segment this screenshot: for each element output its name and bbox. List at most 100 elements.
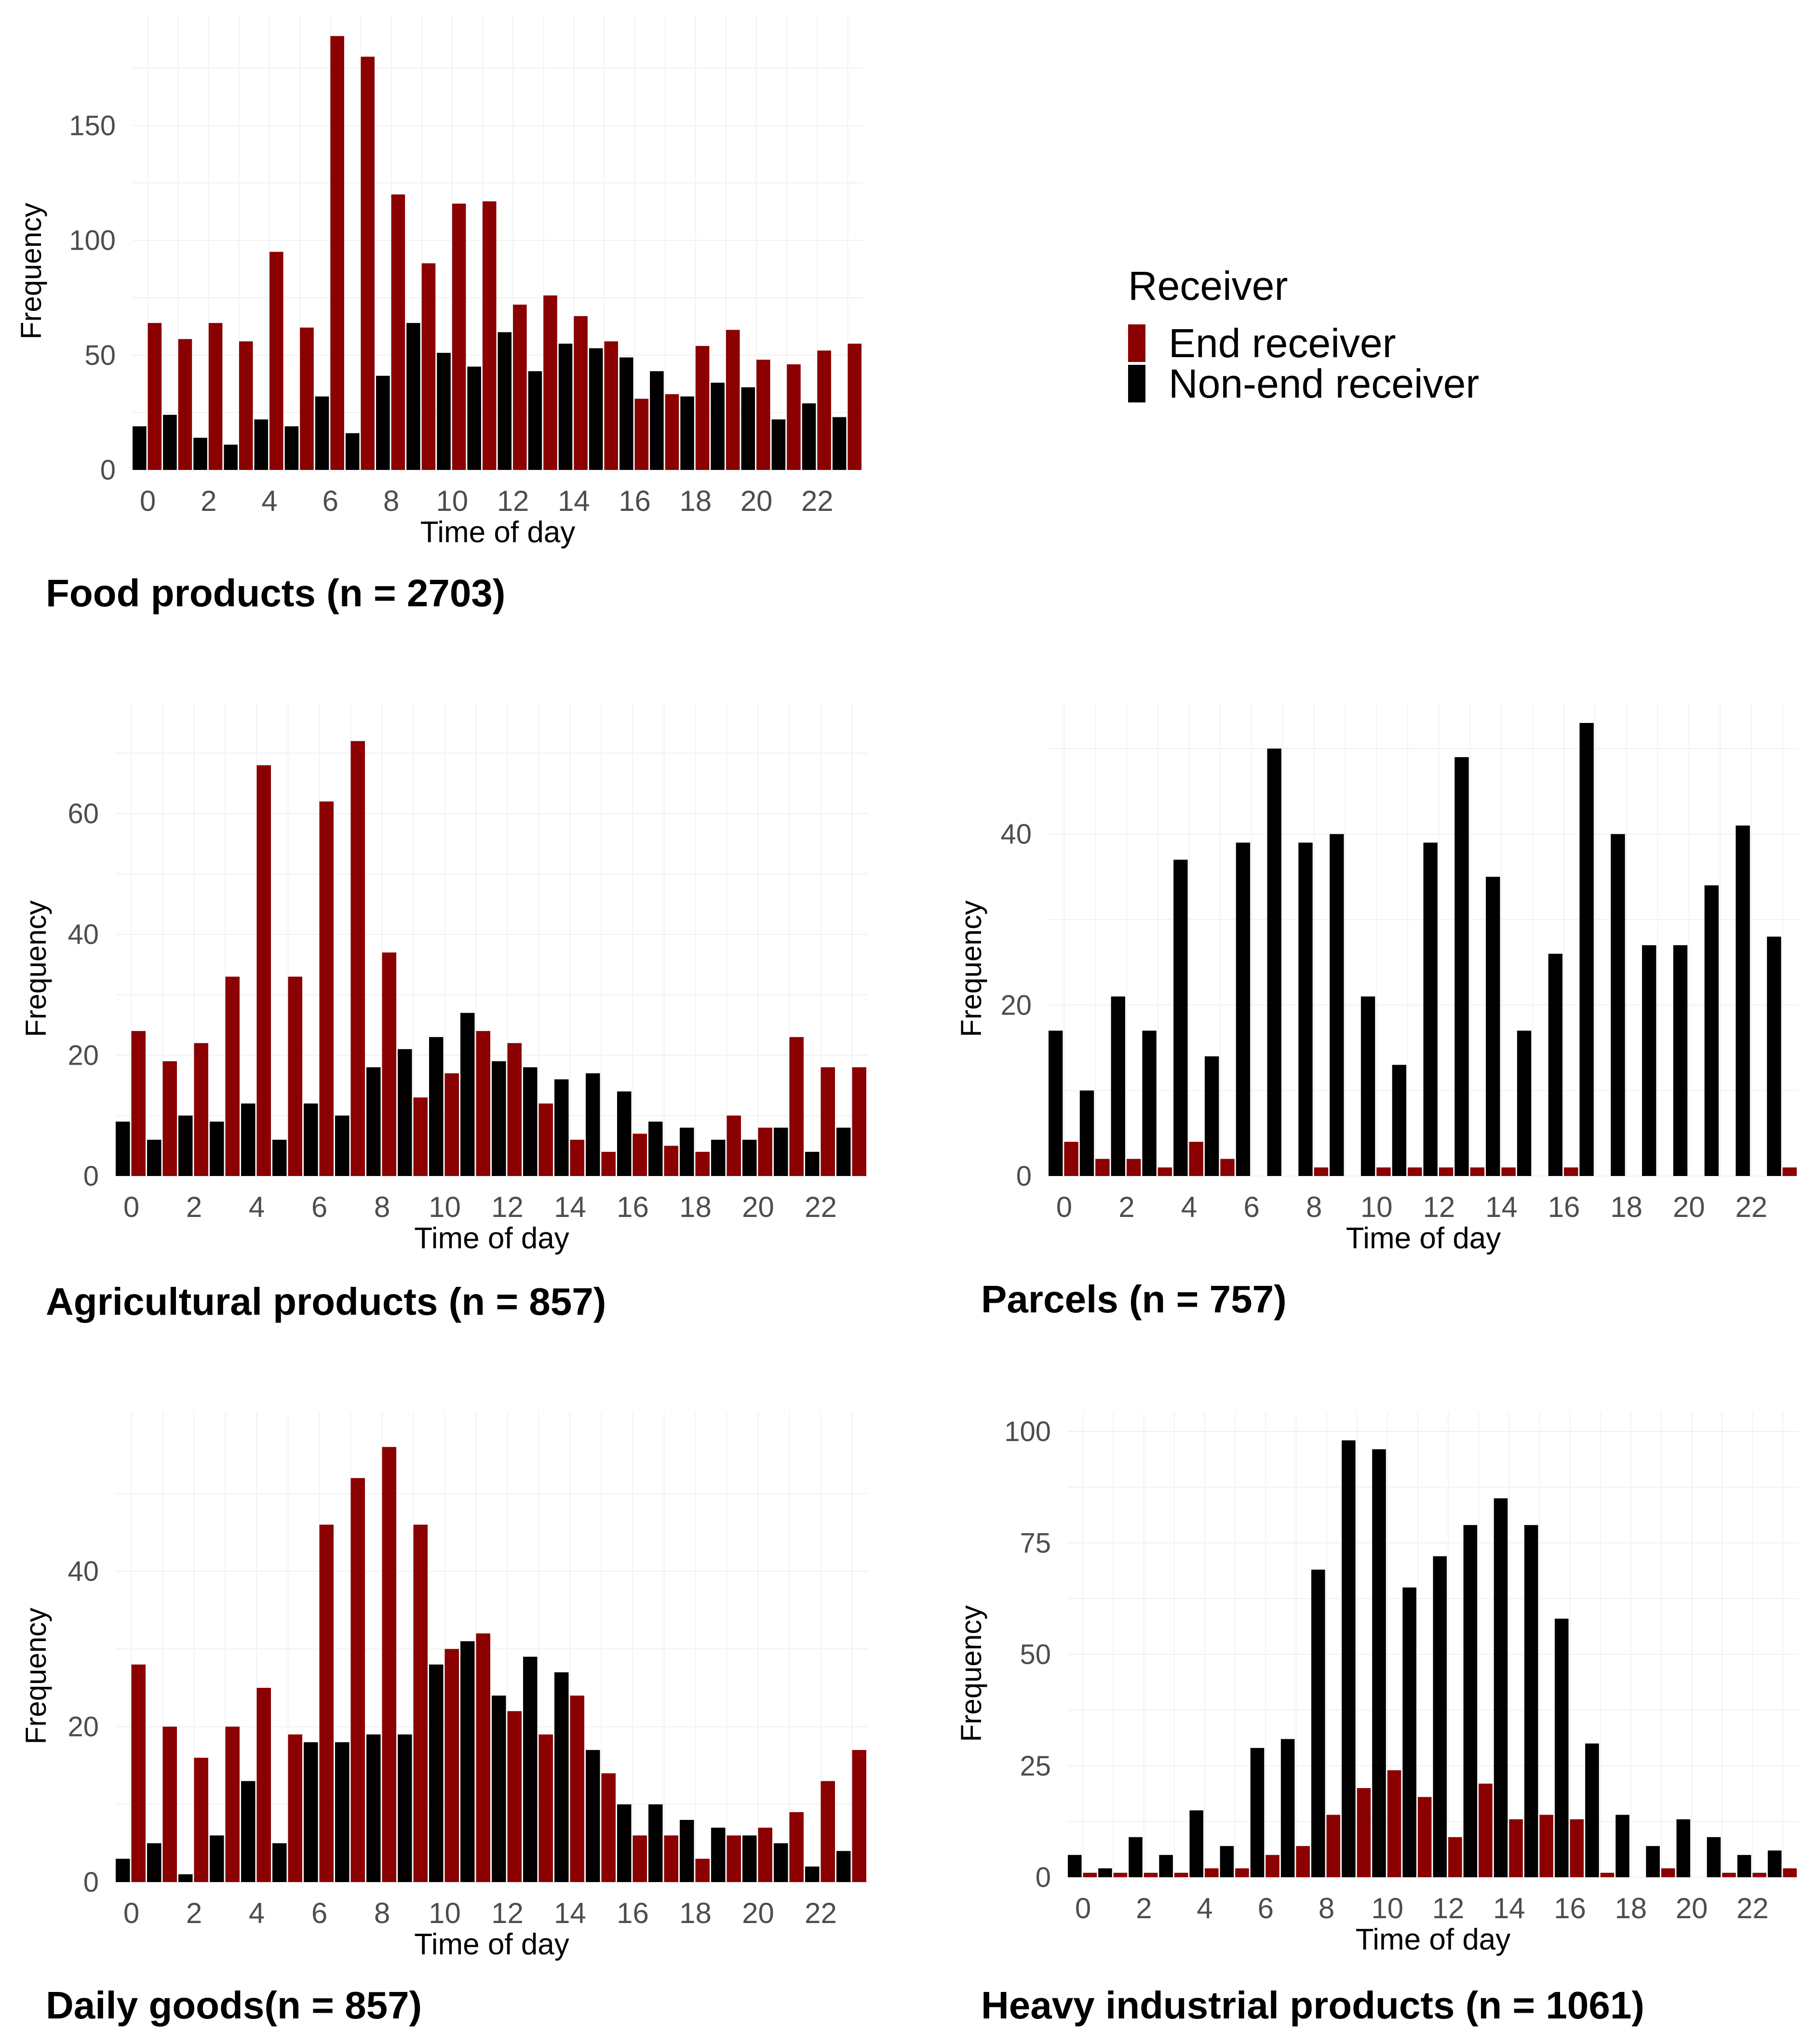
chart2-bar-end-10 xyxy=(1376,1167,1391,1176)
chart1-y-tick-20: 20 xyxy=(67,1040,99,1071)
chart3-bar-end-17 xyxy=(664,1835,678,1882)
chart2-x-tick-0: 0 xyxy=(1056,1191,1072,1223)
chart3-bar-end-0 xyxy=(131,1664,146,1882)
chart0-bar-nonend-16 xyxy=(619,357,633,470)
chart2-bar-nonend-0 xyxy=(1049,1030,1063,1176)
chart4-y-tick-50: 50 xyxy=(1020,1639,1051,1670)
caption-daily-goods: Daily goods(n = 857) xyxy=(46,1984,422,2027)
chart1-bar-nonend-21 xyxy=(774,1127,788,1176)
chart4-bar-end-21 xyxy=(1722,1872,1736,1877)
chart2-x-tick-6: 6 xyxy=(1243,1191,1259,1223)
chart2-bar-nonend-3 xyxy=(1142,1030,1157,1176)
chart3-x-tick-14: 14 xyxy=(554,1897,586,1929)
chart3-x-tick-16: 16 xyxy=(617,1897,649,1929)
chart1-y-tick-40: 40 xyxy=(67,919,99,950)
chart4-x-tick-8: 8 xyxy=(1319,1892,1334,1924)
chart4-bar-nonend-12 xyxy=(1433,1556,1447,1877)
chart1-y-axis-title: Frequency xyxy=(20,900,52,1037)
chart1-bar-nonend-23 xyxy=(836,1127,851,1176)
chart4-x-tick-20: 20 xyxy=(1676,1892,1708,1924)
chart0-bar-nonend-20 xyxy=(741,387,755,470)
chart0-x-tick-16: 16 xyxy=(619,485,651,517)
chart4-bar-nonend-9 xyxy=(1342,1440,1356,1877)
chart3-x-tick-22: 22 xyxy=(805,1897,837,1929)
legend-item-non-end-receiver: Non-end receiver xyxy=(1128,361,1480,406)
chart3-x-tick-4: 4 xyxy=(249,1897,265,1929)
chart1-bar-nonend-20 xyxy=(742,1139,757,1176)
chart4-bar-nonend-23 xyxy=(1767,1850,1782,1877)
chart3-x-tick-18: 18 xyxy=(679,1897,712,1929)
chart0-x-tick-22: 22 xyxy=(801,485,834,517)
legend-label-non-end-receiver: Non-end receiver xyxy=(1169,361,1480,406)
chart1-bar-nonend-7 xyxy=(335,1115,350,1176)
chart2-bar-end-2 xyxy=(1126,1159,1141,1176)
chart3-bar-nonend-14 xyxy=(554,1672,569,1882)
chart2-bar-nonend-1 xyxy=(1079,1090,1094,1176)
chart4-y-tick-100: 100 xyxy=(1004,1416,1051,1447)
chart0-bar-end-1 xyxy=(178,339,192,470)
chart4-bar-end-15 xyxy=(1539,1815,1553,1877)
chart1-x-tick-8: 8 xyxy=(374,1191,390,1223)
chart1-x-tick-2: 2 xyxy=(186,1191,202,1223)
chart3-bar-end-19 xyxy=(727,1835,741,1882)
chart1-bar-nonend-2 xyxy=(178,1115,193,1176)
chart1-x-tick-12: 12 xyxy=(491,1191,524,1223)
chart0-bar-end-19 xyxy=(726,330,740,470)
chart1-bar-end-21 xyxy=(789,1037,804,1176)
chart4-bar-nonend-2 xyxy=(1129,1837,1143,1877)
chart2-x-tick-4: 4 xyxy=(1181,1191,1197,1223)
chart2-x-tick-8: 8 xyxy=(1306,1191,1322,1223)
chart0-bar-nonend-22 xyxy=(802,403,816,470)
chart2-x-tick-16: 16 xyxy=(1548,1191,1580,1223)
chart1-bar-nonend-17 xyxy=(648,1122,663,1176)
chart3-bar-end-13 xyxy=(538,1734,553,1882)
chart4-x-axis-title: Time of day xyxy=(1356,1923,1511,1956)
chart1-bar-end-18 xyxy=(695,1151,710,1176)
chart0-y-tick-100: 100 xyxy=(69,225,116,256)
chart0-bar-nonend-9 xyxy=(406,323,420,470)
chart4-y-tick-0: 0 xyxy=(1036,1862,1051,1893)
chart0-x-tick-8: 8 xyxy=(383,485,399,517)
chart2-x-axis-title: Time of day xyxy=(1346,1222,1501,1255)
chart1-bar-nonend-13 xyxy=(523,1067,538,1176)
chart3-bar-nonend-5 xyxy=(272,1843,287,1882)
chart3-bar-end-22 xyxy=(821,1781,835,1882)
chart1-bar-nonend-19 xyxy=(711,1139,726,1176)
chart1-x-tick-14: 14 xyxy=(554,1191,586,1223)
chart2-bar-end-14 xyxy=(1501,1167,1516,1176)
chart0-y-tick-0: 0 xyxy=(100,454,116,486)
chart4-bar-end-7 xyxy=(1296,1846,1310,1877)
chart4-bar-nonend-1 xyxy=(1098,1868,1112,1877)
chart1-x-tick-6: 6 xyxy=(311,1191,327,1223)
chart2-x-tick-2: 2 xyxy=(1118,1191,1134,1223)
chart2-y-axis-title: Frequency xyxy=(955,900,987,1037)
chart4-y-tick-25: 25 xyxy=(1020,1750,1051,1782)
chart3-bar-nonend-4 xyxy=(241,1781,256,1882)
chart4-bar-nonend-6 xyxy=(1250,1748,1265,1877)
chart3-x-tick-0: 0 xyxy=(123,1897,139,1929)
chart3-bar-nonend-16 xyxy=(617,1804,632,1882)
chart3-bar-nonend-1 xyxy=(147,1843,162,1882)
chart1-bar-end-7 xyxy=(350,741,365,1176)
chart0-bar-end-0 xyxy=(148,323,162,470)
chart0-bar-nonend-10 xyxy=(437,353,451,470)
chart1-bar-end-5 xyxy=(288,976,302,1176)
chart2-bar-nonend-13 xyxy=(1454,757,1469,1176)
chart0-bar-end-8 xyxy=(391,194,405,470)
chart0-bar-nonend-12 xyxy=(498,332,512,470)
chart4-bar-end-12 xyxy=(1448,1837,1462,1877)
chart4-bar-nonend-18 xyxy=(1615,1815,1629,1877)
chart1-x-tick-22: 22 xyxy=(805,1191,837,1223)
chart3-y-tick-20: 20 xyxy=(67,1711,99,1743)
chart2-bar-end-16 xyxy=(1564,1167,1578,1176)
chart2-x-tick-14: 14 xyxy=(1485,1191,1518,1223)
chart4-bar-nonend-11 xyxy=(1402,1587,1416,1877)
chart0-bar-nonend-15 xyxy=(589,348,603,470)
chart0-bar-end-5 xyxy=(300,327,314,470)
chart2-y-tick-20: 20 xyxy=(1000,989,1032,1021)
chart3-y-tick-0: 0 xyxy=(83,1867,99,1898)
chart4-bar-nonend-10 xyxy=(1372,1449,1386,1877)
chart3-bar-nonend-10 xyxy=(429,1664,444,1882)
chart0-bar-end-13 xyxy=(543,295,557,470)
